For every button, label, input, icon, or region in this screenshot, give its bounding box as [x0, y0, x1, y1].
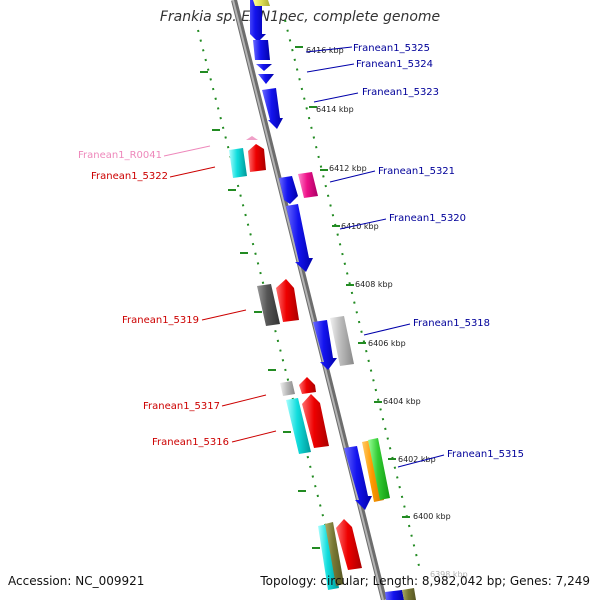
gene-label[interactable]: Franean1_5315: [447, 449, 524, 460]
topology-text: Topology: circular; Length: 8,982,042 bp…: [260, 574, 590, 588]
gene-label[interactable]: Franean1_5323: [362, 87, 439, 98]
kbp-label: 6406 kbp: [368, 339, 406, 348]
gene-arrow[interactable]: [298, 172, 318, 198]
gene-arrow[interactable]: [248, 144, 266, 172]
gene-arrow[interactable]: [302, 394, 329, 448]
label-leaders: [163, 46, 445, 468]
kbp-label: 6408 kbp: [355, 280, 393, 289]
gene-arrow[interactable]: [279, 176, 298, 204]
gene-arrow[interactable]: [286, 398, 311, 454]
kbp-label: 6410 kbp: [341, 222, 379, 231]
gene-arrow[interactable]: [253, 40, 270, 60]
gene-arrow[interactable]: [313, 320, 337, 370]
gene-label[interactable]: Franean1_5322: [91, 171, 168, 182]
gene-arrow[interactable]: [262, 88, 283, 129]
kbp-ticks: [200, 46, 410, 549]
gene-arrow[interactable]: [330, 316, 354, 366]
gene-arrow[interactable]: [344, 446, 372, 510]
gene-label[interactable]: Franean1_5316: [152, 437, 229, 448]
kbp-label: 6400 kbp: [413, 512, 451, 521]
gene-arrow[interactable]: [318, 524, 339, 590]
kbp-label: 6398 kbp: [430, 570, 468, 579]
kbp-label: 6414 kbp: [316, 105, 354, 114]
gene-arrow[interactable]: [258, 74, 274, 84]
forward-genes: [246, 0, 416, 600]
gene-label[interactable]: Franean1_5319: [122, 315, 199, 326]
gene-arrow[interactable]: [325, 522, 344, 586]
gene-arrow[interactable]: [299, 377, 316, 394]
gene-arrow[interactable]: [385, 590, 404, 600]
gene-arrow[interactable]: [246, 0, 266, 42]
gene-arrow[interactable]: [276, 279, 299, 322]
kbp-label: 6404 kbp: [383, 397, 421, 406]
gene-label[interactable]: Franean1_5324: [356, 59, 433, 70]
kbp-label: 6416 kbp: [306, 46, 344, 55]
reverse-strand-track: [197, 29, 343, 591]
rna-gene-arrow[interactable]: [246, 136, 258, 140]
gene-arrow[interactable]: [402, 588, 416, 600]
reverse-genes: [229, 136, 362, 590]
gene-label[interactable]: Franean1_5325: [353, 43, 430, 54]
accession-text: Accession: NC_009921: [8, 574, 145, 588]
gene-arrow[interactable]: [368, 438, 390, 500]
gene-arrow[interactable]: [257, 284, 280, 326]
gene-arrow[interactable]: [253, 0, 270, 6]
gene-arrow[interactable]: [280, 381, 295, 396]
gene-arrow[interactable]: [286, 204, 313, 272]
gene-label[interactable]: Franean1_5317: [143, 401, 220, 412]
kbp-label: 6402 kbp: [398, 455, 436, 464]
kbp-label: 6412 kbp: [329, 164, 367, 173]
gene-label[interactable]: Franean1_5318: [413, 318, 490, 329]
gene-arrow[interactable]: [229, 148, 247, 178]
gene-label[interactable]: Franean1_5321: [378, 166, 455, 177]
genome-title: Frankia sp. EAN1pec, complete genome: [159, 9, 441, 25]
gene-label[interactable]: Franean1_5320: [389, 213, 466, 224]
gene-arrow[interactable]: [336, 519, 362, 570]
gene-arrow[interactable]: [256, 64, 272, 71]
forward-strand-track: [284, 19, 421, 571]
gene-label[interactable]: Franean1_R0041: [78, 150, 162, 161]
